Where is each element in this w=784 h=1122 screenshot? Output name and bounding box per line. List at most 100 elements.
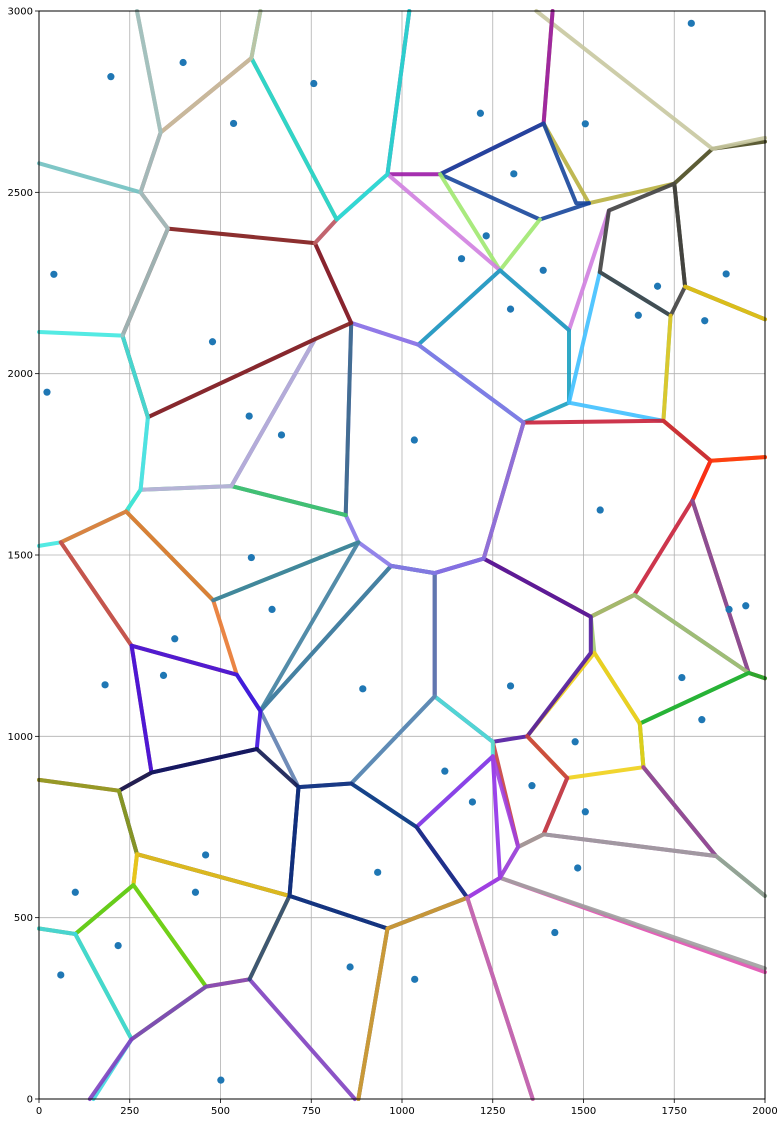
data-point [50,270,58,278]
x-tick-label: 250 [120,1106,139,1117]
data-point [725,605,733,614]
data-point [71,888,79,896]
voronoi-edge [312,172,502,347]
data-point [634,311,642,319]
data-point [159,671,168,680]
voronoi-edge [516,832,767,898]
y-tick-label: 1500 [8,551,33,562]
voronoi-edge [690,455,767,503]
data-point [247,553,255,562]
data-point [698,716,706,724]
voronoi-edge [135,9,163,195]
data-point [468,798,477,806]
voronoi-edge [258,563,437,713]
data-point [506,682,515,690]
data-point [179,58,187,67]
voronoi-edge [37,333,150,548]
voronoi-edge [683,284,767,322]
data-point [571,738,579,746]
y-tick-label: 2000 [8,369,33,380]
data-point [722,270,730,278]
voronoi-edge [438,121,591,206]
data-point [441,767,449,775]
voronoi-edge [138,56,339,246]
voronoi-edge [37,330,125,338]
data-point [346,963,354,971]
data-point [528,782,536,790]
y-tick-label: 500 [14,913,33,924]
voronoi-edge [534,9,767,151]
x-tick-label: 1750 [662,1106,687,1117]
data-point [596,506,604,514]
voronoi-edge [637,670,767,726]
data-point [476,109,485,117]
data-point [411,975,419,983]
voronoi-edge [356,926,390,1101]
y-tick-label: 3000 [8,7,33,18]
voronoi-edge [498,875,767,971]
grid-lines [38,10,766,1100]
data-point [574,864,582,872]
data-point [581,808,589,816]
data-point [510,170,518,178]
x-tick-label: 1000 [389,1106,414,1117]
voronoi-edge [597,181,688,318]
voronoi-edge [481,418,713,619]
voronoi-edge [247,893,390,1101]
voronoi-edge [249,9,412,222]
voronoi-edge [73,883,208,1042]
data-point [229,119,238,128]
data-point [208,338,217,346]
data-point [57,971,65,979]
data-point [457,255,466,263]
voronoi-edge [438,172,542,273]
data-point [687,19,695,27]
data-point [551,928,559,937]
voronoi-edge [632,498,751,675]
data-points [43,19,750,1084]
data-point [653,282,662,290]
y-tick-label: 2500 [8,188,33,199]
data-point [310,79,318,88]
voronoi-edge [120,190,170,338]
x-tick-label: 2000 [752,1106,777,1117]
x-tick-label: 1500 [571,1106,596,1117]
voronoi-edge [37,926,78,936]
data-point [171,635,179,643]
voronoi-edge [588,592,751,726]
data-point [539,266,547,274]
voronoi-edge [690,498,767,681]
data-point [701,317,709,325]
voronoi-edge [414,754,502,900]
data-point [191,888,200,896]
x-tick-label: 750 [302,1106,321,1117]
voronoi-edge [37,161,143,195]
x-tick-label: 1250 [480,1106,505,1117]
data-point [202,851,210,859]
data-point [277,431,286,439]
data-point [245,412,253,420]
voronoi-edge [73,932,134,1101]
data-point [101,681,109,689]
data-point [359,685,367,693]
voronoi-edge [343,320,526,576]
data-point [482,232,490,240]
voronoi-edges [37,9,767,1101]
data-point [43,388,51,396]
y-tick-label: 1000 [8,732,33,743]
voronoi-edge [661,313,767,463]
data-point [506,305,515,313]
voronoi-edge [138,337,317,492]
data-point [114,941,122,950]
voronoi-edge [37,777,121,793]
data-point [678,673,686,682]
voronoi-edge [567,270,673,423]
voronoi-edge [124,484,361,603]
voronoi-edge [465,895,535,1101]
x-tick-label: 500 [211,1106,230,1117]
voronoi-edge [541,765,718,858]
axis-ticks: 0 250 500 750 1000 1250 1500 1750 2000 0 500 1000 15… [8,7,778,1118]
data-point [268,605,276,614]
data-point [107,73,115,81]
